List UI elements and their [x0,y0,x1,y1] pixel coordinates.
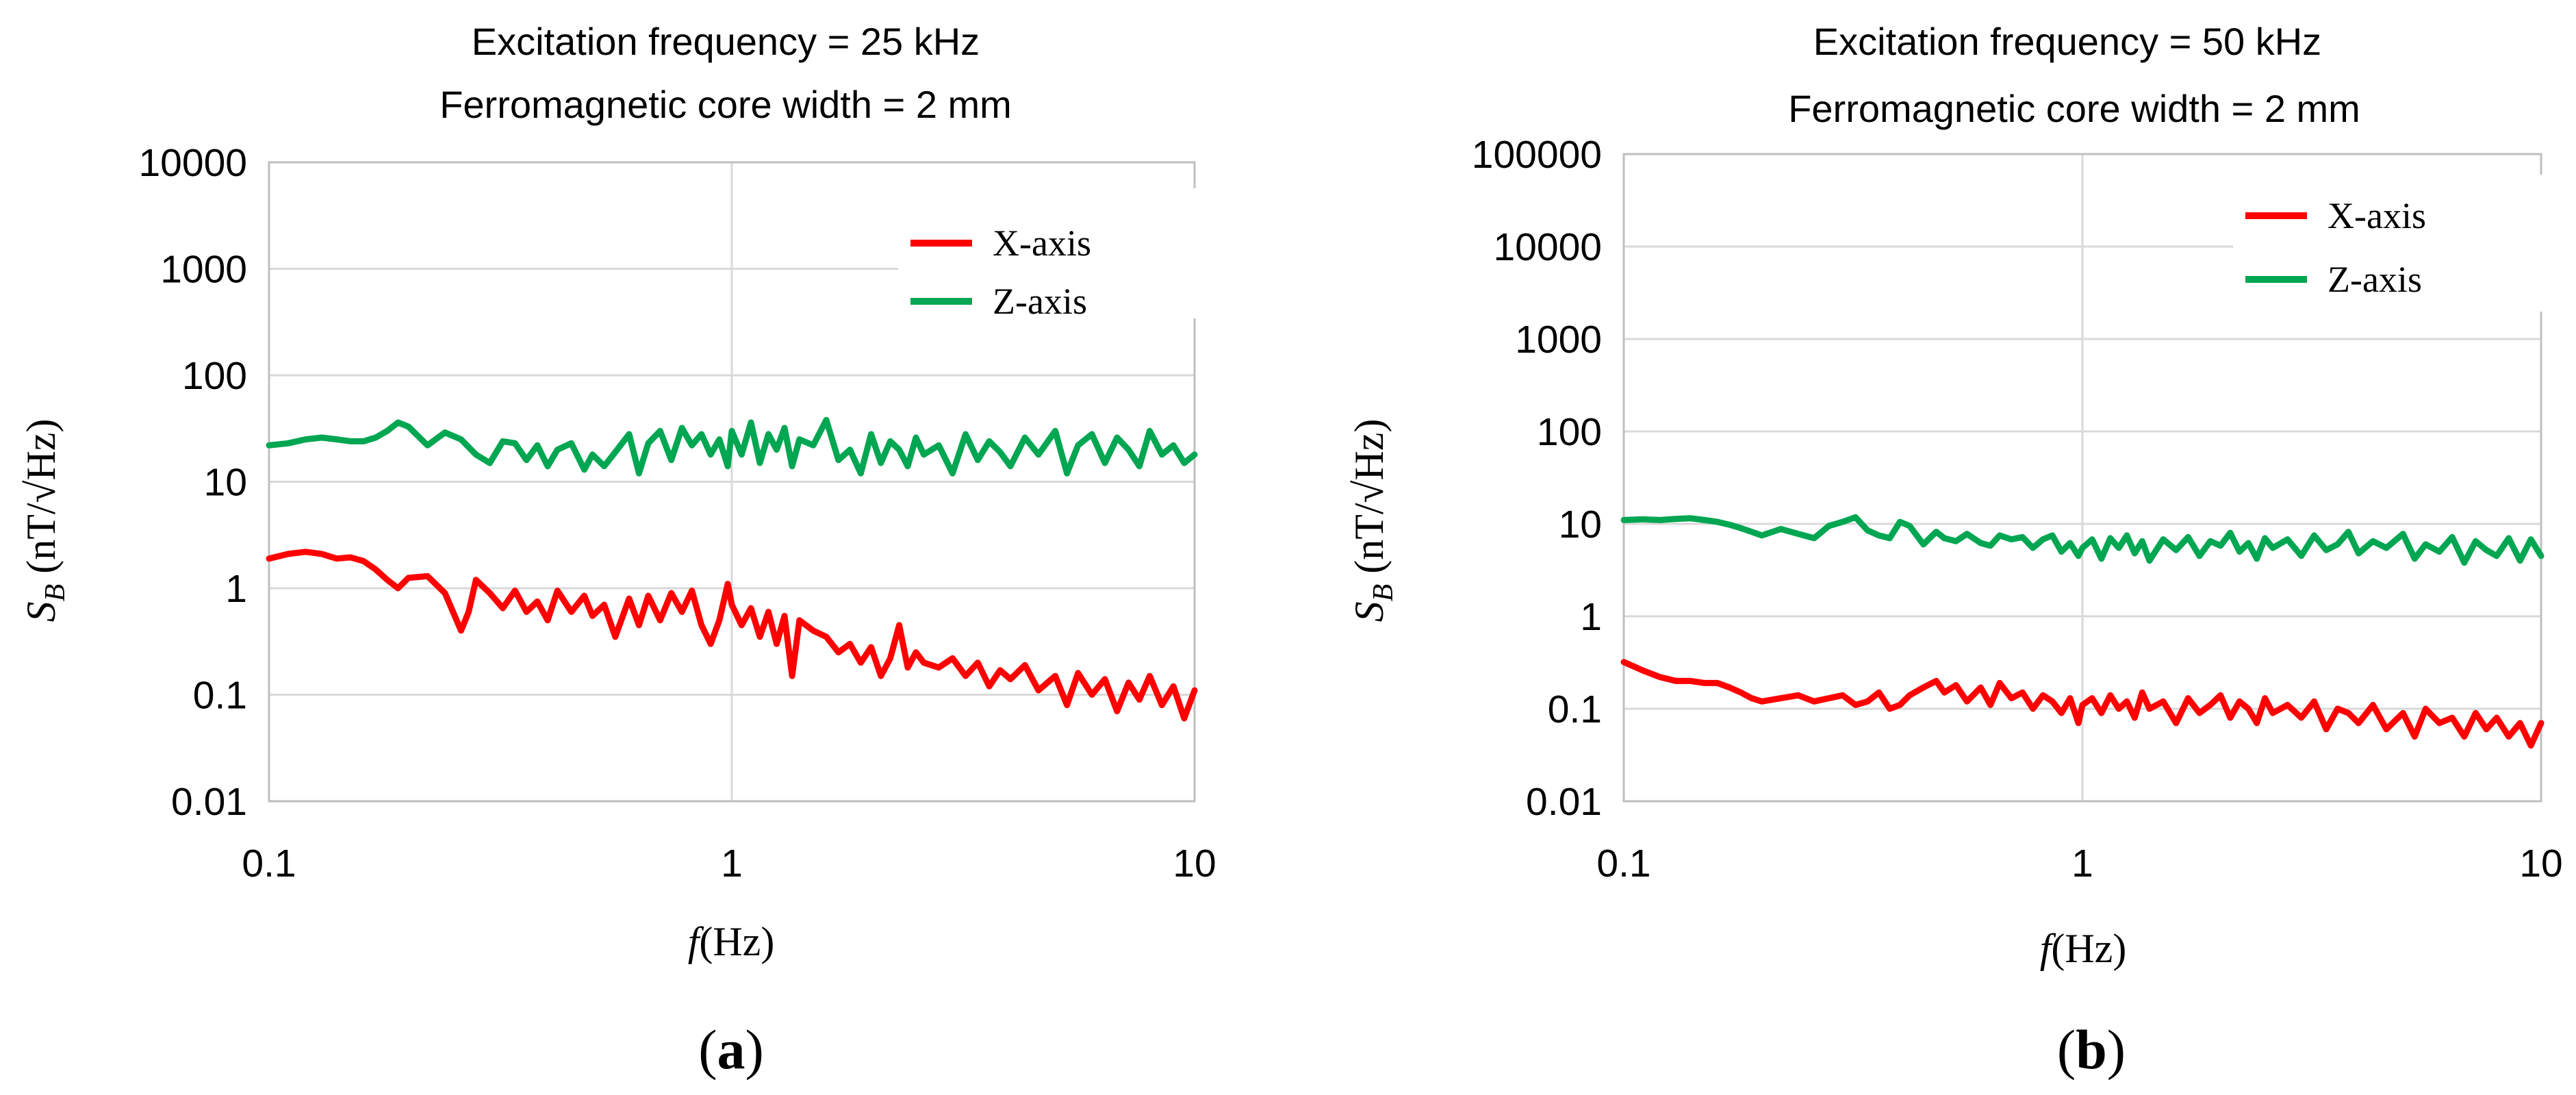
panel-a-title-line-2: Ferromagnetic core width = 2 mm [439,83,1012,126]
panel-a-x-axis-series-line [266,549,1198,722]
panel-b-series [1620,514,2545,749]
panel-a-legend-box [898,188,1215,318]
panel-b-caption-close: ) [2107,1018,2126,1081]
panel-b-x-tick-label: 1 [2071,842,2093,885]
panel-a-x-tick-label: 1 [721,842,743,885]
panel-b-caption-open: ( [2057,1018,2076,1081]
panel-b-x-axis-label: f(Hz) [2040,926,2127,971]
panel-a-legend-x-axis-label: X-axis [993,223,1091,264]
panel-a-legend-z-axis-label: Z-axis [993,281,1087,322]
panel-a-y-tick-label: 10000 [138,141,247,185]
panel-a-z-axis-series-line [266,416,1198,477]
panel-b-y-tick-label: 0.01 [1526,780,1602,824]
panel-b-x-tick-labels: 0.1 1 10 [1596,842,2562,885]
panel-a-y-tick-label: 1000 [160,248,247,292]
panel-b-y-tick-label: 100 [1537,410,1602,454]
panel-b-y-tick-label: 0.1 [1548,688,1602,731]
panel-b-y-label-units: (nT/√Hz) [1347,419,1392,584]
panel-b-caption-letter: b [2076,1018,2107,1081]
panel-b-y-label-subscript: B [1368,584,1399,602]
panel-b-x-axis-series-line [1620,659,2545,749]
panel-a-legend: X-axis Z-axis [898,188,1215,322]
panel-a-caption: (a) [698,1018,764,1081]
panel-b-y-tick-label: 1 [1580,595,1602,639]
panel-a-x-tick-label: 10 [1173,842,1216,885]
panel-a-y-tick-label: 0.01 [171,780,247,824]
panel-b-legend-z-axis-label: Z-axis [2328,259,2422,300]
panel-a-x-axis-label: f(Hz) [688,919,775,964]
panel-a-y-axis-label: SB (nT/√Hz) [18,419,71,622]
panel-b-legend: X-axis Z-axis [2233,175,2548,312]
panel-a-plot-area [268,161,1196,803]
panel-a-caption-letter: a [717,1018,745,1081]
panel-a-chart: Excitation frequency = 25 kHz Ferromagne… [18,20,1216,1081]
panel-a-x-tick-labels: 0.1 1 10 [242,842,1216,885]
panel-b-y-tick-labels: 0.01 0.1 1 10 100 1000 10000 100000 [1472,133,1602,824]
panel-a-y-label-units: (nT/√Hz) [18,419,64,584]
panel-b-title-line-2: Ferromagnetic core width = 2 mm [1788,87,2360,130]
panel-a-y-label-symbol: S [18,601,64,622]
panel-a-caption-close: ) [745,1018,764,1081]
panel-a-y-tick-label: 100 [182,354,247,398]
panel-b-legend-x-axis-label: X-axis [2328,195,2426,236]
panel-b-y-tick-label: 10000 [1493,225,1602,269]
panel-b-y-tick-label: 100000 [1472,133,1602,177]
panel-a-x-label-units: (Hz) [699,919,774,964]
panel-a-y-tick-label: 10 [204,461,247,505]
panel-a-caption-open: ( [698,1018,717,1081]
panel-b-caption: (b) [2057,1018,2126,1081]
panel-b-legend-box [2233,175,2548,312]
panel-b-x-tick-label: 10 [2519,842,2562,885]
panel-a-y-tick-label: 0.1 [193,674,247,718]
panel-b-chart: Excitation frequency = 50 kHz Ferromagne… [1347,20,2563,1081]
panel-a-y-tick-label: 1 [225,567,247,611]
panel-b-y-label-symbol: S [1347,601,1392,622]
panel-a-title-line-1: Excitation frequency = 25 kHz [472,20,980,63]
panel-a-y-label-subscript: B [40,584,71,602]
panel-b-y-tick-label: 1000 [1515,318,1602,362]
panel-b-plot-area [1622,153,2542,803]
panel-b-y-axis-label: SB (nT/√Hz) [1347,419,1399,622]
panel-a-series [266,416,1198,722]
panel-b-x-label-units: (Hz) [2051,926,2126,971]
panel-b-z-axis-series-line [1620,514,2545,566]
panel-b-title-line-1: Excitation frequency = 50 kHz [1813,20,2321,63]
panel-a-x-tick-label: 0.1 [242,842,296,885]
panel-b-y-tick-label: 10 [1559,503,1602,546]
panel-a-y-tick-labels: 0.01 0.1 1 10 100 1000 10000 [138,141,247,824]
panel-b-x-tick-label: 0.1 [1596,842,1650,885]
